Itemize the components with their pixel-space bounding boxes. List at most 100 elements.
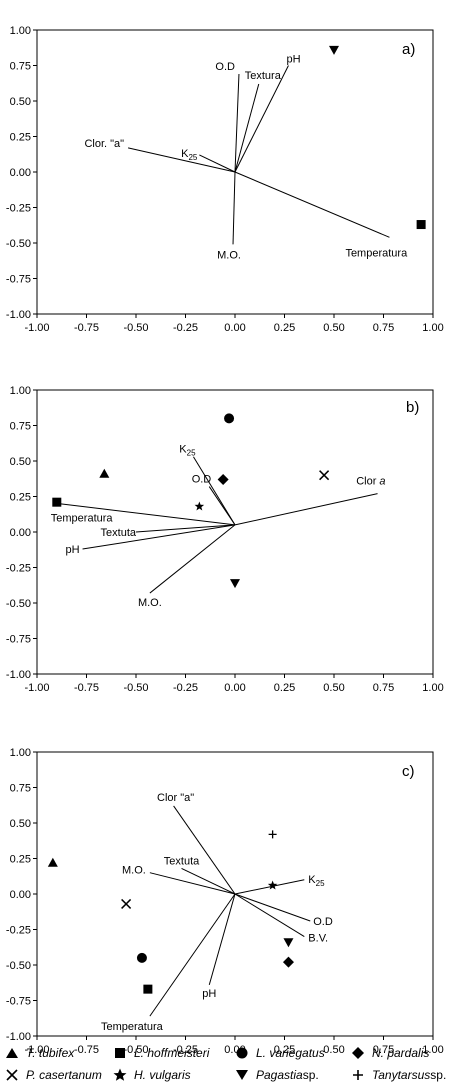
y-tick-label: 0.00 bbox=[10, 527, 31, 539]
species-point-square bbox=[52, 497, 62, 507]
x-tick-label: 1.00 bbox=[422, 682, 443, 694]
y-tick-label: -0.25 bbox=[6, 203, 31, 215]
x-tick-label: 1.00 bbox=[422, 1044, 443, 1056]
triangle-up-icon bbox=[6, 1048, 18, 1058]
x-tick-label: -1.00 bbox=[24, 322, 49, 334]
species-point-triangle-down bbox=[329, 45, 339, 55]
species-point-circle bbox=[136, 952, 147, 963]
species-point-triangle-up bbox=[99, 468, 110, 478]
panel-1: -1.00 -0.75 -0.50 -0.25 0.00 0.25 0.50 0.75 1.00… bbox=[6, 25, 444, 334]
legend-label: L. variegatus bbox=[256, 1046, 325, 1060]
vector-label: O.D bbox=[215, 61, 235, 73]
legend-item: Pagastia sp. bbox=[234, 1068, 319, 1082]
vector-line bbox=[135, 524, 236, 533]
x-tick-label: 0.25 bbox=[274, 682, 295, 694]
star-icon bbox=[113, 1068, 127, 1081]
diamond-icon bbox=[352, 1047, 364, 1059]
species-point-cross-x bbox=[319, 470, 330, 481]
vector-line bbox=[192, 456, 236, 526]
x-tick-label: 0.75 bbox=[373, 1044, 394, 1056]
x-tick-label: 0.00 bbox=[224, 322, 245, 334]
vector-label: Temperatura bbox=[101, 1021, 164, 1033]
x-tick-label: -1.00 bbox=[24, 1044, 49, 1056]
x-tick-label: -0.50 bbox=[123, 682, 148, 694]
vector-line bbox=[208, 486, 236, 526]
vector-label: B.V. bbox=[308, 933, 328, 945]
species-point-triangle-down bbox=[230, 579, 240, 589]
legend-label: L. hoffmeisteri bbox=[134, 1046, 210, 1060]
legend-label: T. tubifex bbox=[26, 1046, 75, 1060]
panel-label: c) bbox=[402, 763, 415, 780]
legend-label: P. casertanum bbox=[26, 1068, 102, 1082]
x-tick-label: -0.25 bbox=[173, 322, 198, 334]
species-point-circle bbox=[224, 413, 235, 424]
legend-item: N. pardalis bbox=[350, 1046, 429, 1060]
y-tick-label: -0.50 bbox=[6, 598, 31, 610]
y-tick-label: 1.00 bbox=[10, 747, 31, 759]
y-tick-label: 0.50 bbox=[10, 818, 31, 830]
circle-icon bbox=[236, 1047, 248, 1059]
vector-line bbox=[82, 524, 236, 550]
species-point-plus bbox=[268, 830, 277, 839]
y-tick-label: 0.75 bbox=[10, 783, 31, 795]
panel-label: a) bbox=[402, 41, 415, 58]
x-tick-label: 0.50 bbox=[323, 682, 344, 694]
vector-label: pH bbox=[202, 988, 216, 1000]
species-point-cross-x bbox=[121, 898, 132, 909]
species-point-square bbox=[416, 220, 426, 230]
species-point-star bbox=[267, 880, 278, 890]
vector-line bbox=[127, 147, 236, 173]
vector-label: Textuta bbox=[101, 527, 137, 539]
legend-item: L. variegatus bbox=[234, 1046, 325, 1060]
triangle-down-icon bbox=[236, 1070, 248, 1080]
x-tick-label: -0.25 bbox=[173, 1044, 198, 1056]
y-tick-label: 0.25 bbox=[10, 854, 31, 866]
vector-line bbox=[234, 893, 305, 938]
y-tick-label: -0.75 bbox=[6, 996, 31, 1008]
x-tick-label: -0.50 bbox=[123, 322, 148, 334]
vector-line bbox=[234, 83, 260, 173]
species-point-diamond bbox=[217, 473, 229, 485]
vector-line bbox=[234, 65, 289, 173]
x-tick-label: 0.25 bbox=[274, 1044, 295, 1056]
vector-label: O.D bbox=[192, 474, 212, 486]
x-tick-label: 0.50 bbox=[323, 1044, 344, 1056]
x-tick-label: 0.25 bbox=[274, 322, 295, 334]
vector-label: Textura bbox=[245, 70, 282, 82]
legend-item: Tanytarsus sp. bbox=[350, 1068, 446, 1082]
y-tick-label: -1.00 bbox=[6, 669, 31, 681]
y-tick-label: -1.00 bbox=[6, 1031, 31, 1043]
vector-label: K25 bbox=[179, 444, 196, 458]
species-point-triangle-up bbox=[47, 857, 58, 867]
y-tick-label: -0.50 bbox=[6, 238, 31, 250]
vector-label: Temperatura bbox=[51, 513, 114, 525]
x-tick-label: 0.75 bbox=[373, 682, 394, 694]
vector-label: Textuta bbox=[164, 855, 200, 867]
vector-line bbox=[149, 524, 236, 594]
vector-label: K25 bbox=[308, 874, 325, 888]
legend-item: H. vulgaris bbox=[112, 1068, 191, 1082]
vector-label: M.O. bbox=[217, 249, 241, 261]
x-tick-label: -0.75 bbox=[74, 682, 99, 694]
y-tick-label: 0.25 bbox=[10, 492, 31, 504]
y-tick-label: 0.75 bbox=[10, 421, 31, 433]
y-tick-label: -0.75 bbox=[6, 274, 31, 286]
vector-line bbox=[208, 893, 236, 986]
legend-item: P. casertanum bbox=[4, 1068, 102, 1082]
vector-label: Clor a bbox=[356, 476, 385, 488]
x-tick-label: 0.00 bbox=[224, 682, 245, 694]
cross-x-icon bbox=[6, 1069, 18, 1081]
vector-line bbox=[149, 893, 236, 1017]
vector-label: pH bbox=[286, 54, 300, 66]
y-tick-label: 0.00 bbox=[10, 889, 31, 901]
x-tick-label: 0.50 bbox=[323, 322, 344, 334]
y-tick-label: -0.25 bbox=[6, 925, 31, 937]
y-tick-label: -1.00 bbox=[6, 309, 31, 321]
legend: T. tubifex L. hoffmeisteri L. variegatus… bbox=[0, 1040, 450, 1088]
y-tick-label: -0.50 bbox=[6, 960, 31, 972]
species-point-diamond bbox=[282, 956, 294, 968]
vector-label: Temperatura bbox=[345, 247, 408, 259]
vector-label: O.D bbox=[313, 916, 333, 928]
species-point-star bbox=[194, 501, 205, 511]
